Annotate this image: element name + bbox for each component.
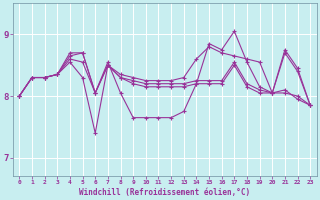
X-axis label: Windchill (Refroidissement éolien,°C): Windchill (Refroidissement éolien,°C) — [79, 188, 250, 197]
